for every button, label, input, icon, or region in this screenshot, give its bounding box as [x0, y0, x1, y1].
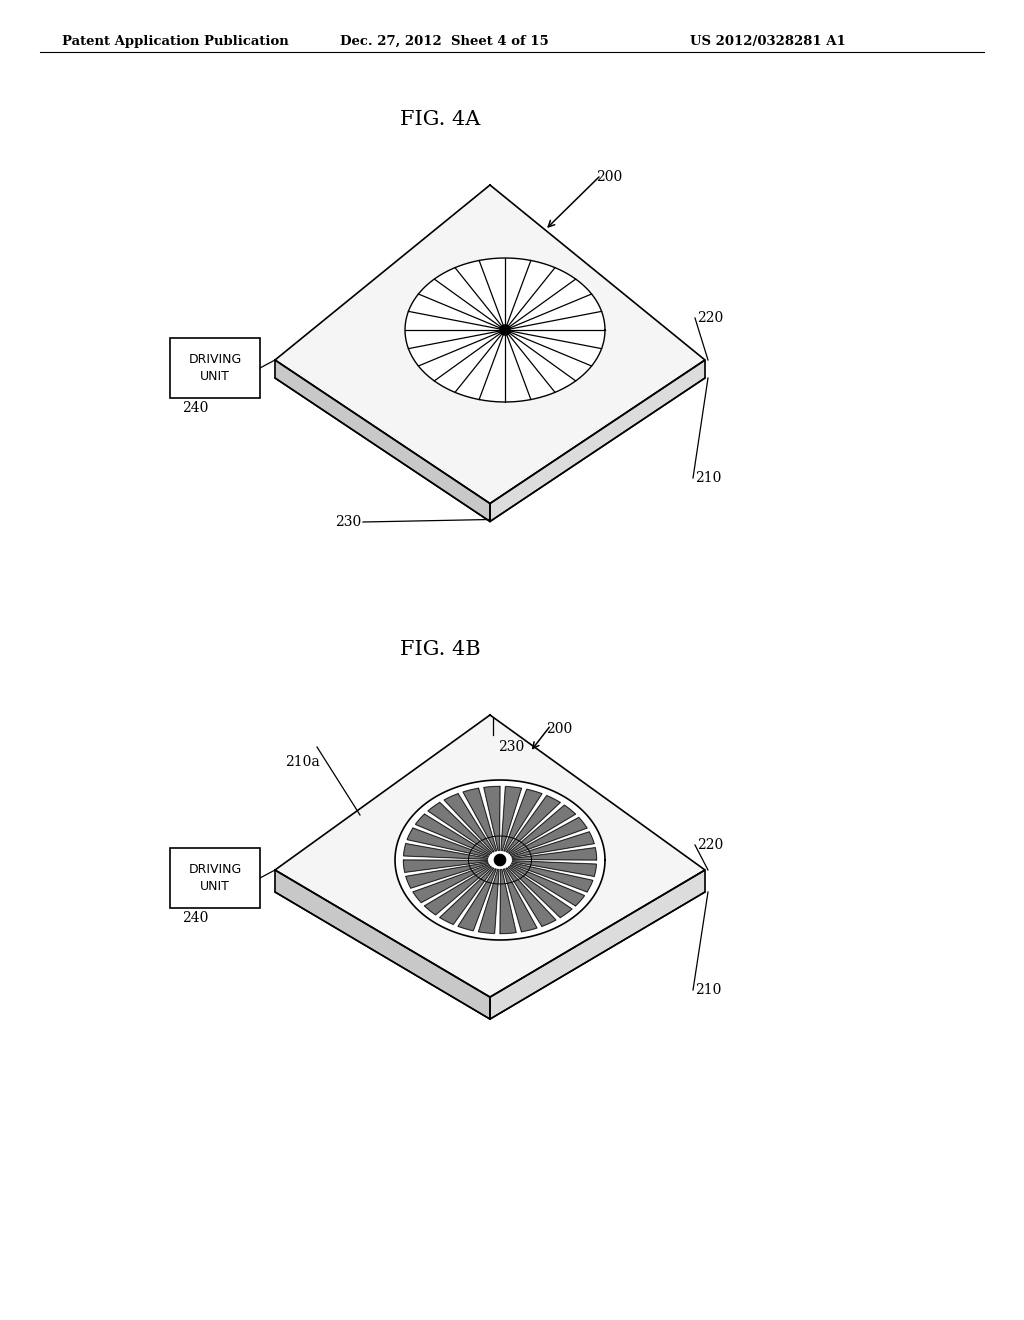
- Polygon shape: [506, 869, 556, 927]
- Text: DRIVING
UNIT: DRIVING UNIT: [188, 863, 242, 894]
- Text: US 2012/0328281 A1: US 2012/0328281 A1: [690, 36, 846, 48]
- Text: FIG. 4B: FIG. 4B: [400, 640, 480, 659]
- Polygon shape: [512, 832, 594, 858]
- Polygon shape: [501, 787, 521, 850]
- Polygon shape: [509, 805, 575, 854]
- Text: 220: 220: [697, 838, 723, 851]
- Polygon shape: [512, 847, 597, 861]
- Polygon shape: [510, 865, 585, 906]
- Text: FIG. 4A: FIG. 4A: [400, 110, 480, 129]
- Polygon shape: [478, 870, 499, 933]
- Polygon shape: [500, 325, 510, 335]
- Polygon shape: [408, 828, 488, 857]
- Text: 200: 200: [546, 722, 572, 737]
- Text: 210: 210: [695, 983, 721, 997]
- Polygon shape: [275, 870, 490, 1019]
- Text: 240: 240: [182, 401, 208, 414]
- Polygon shape: [506, 796, 560, 853]
- Polygon shape: [483, 787, 500, 850]
- Polygon shape: [439, 867, 494, 924]
- Bar: [170, 847, 260, 908]
- Polygon shape: [500, 870, 516, 933]
- Text: 240: 240: [182, 911, 208, 925]
- Text: 210: 210: [695, 471, 721, 484]
- Polygon shape: [444, 793, 494, 851]
- Text: 220: 220: [697, 312, 723, 325]
- Polygon shape: [490, 360, 705, 521]
- Polygon shape: [508, 866, 572, 917]
- Polygon shape: [428, 803, 492, 854]
- Polygon shape: [413, 865, 489, 903]
- Text: 200: 200: [596, 170, 623, 183]
- Polygon shape: [510, 817, 587, 855]
- Polygon shape: [275, 185, 705, 503]
- Polygon shape: [458, 869, 497, 931]
- Polygon shape: [512, 861, 596, 876]
- Text: DRIVING
UNIT: DRIVING UNIT: [188, 352, 242, 383]
- Text: 210a: 210a: [285, 755, 319, 770]
- Text: Patent Application Publication: Patent Application Publication: [62, 36, 289, 48]
- Polygon shape: [504, 789, 542, 851]
- Polygon shape: [495, 854, 506, 866]
- Polygon shape: [275, 715, 705, 997]
- Polygon shape: [463, 788, 497, 851]
- Polygon shape: [406, 257, 605, 403]
- Polygon shape: [403, 861, 487, 873]
- Polygon shape: [504, 869, 537, 932]
- Polygon shape: [395, 780, 605, 940]
- Polygon shape: [425, 866, 492, 915]
- Polygon shape: [403, 843, 487, 859]
- Polygon shape: [275, 360, 490, 521]
- Text: Dec. 27, 2012  Sheet 4 of 15: Dec. 27, 2012 Sheet 4 of 15: [340, 36, 549, 48]
- Polygon shape: [416, 814, 489, 855]
- Text: 230: 230: [335, 515, 361, 529]
- Polygon shape: [512, 863, 593, 892]
- Bar: [170, 338, 260, 399]
- Polygon shape: [406, 862, 488, 888]
- Text: 230: 230: [498, 741, 524, 754]
- Polygon shape: [490, 870, 705, 1019]
